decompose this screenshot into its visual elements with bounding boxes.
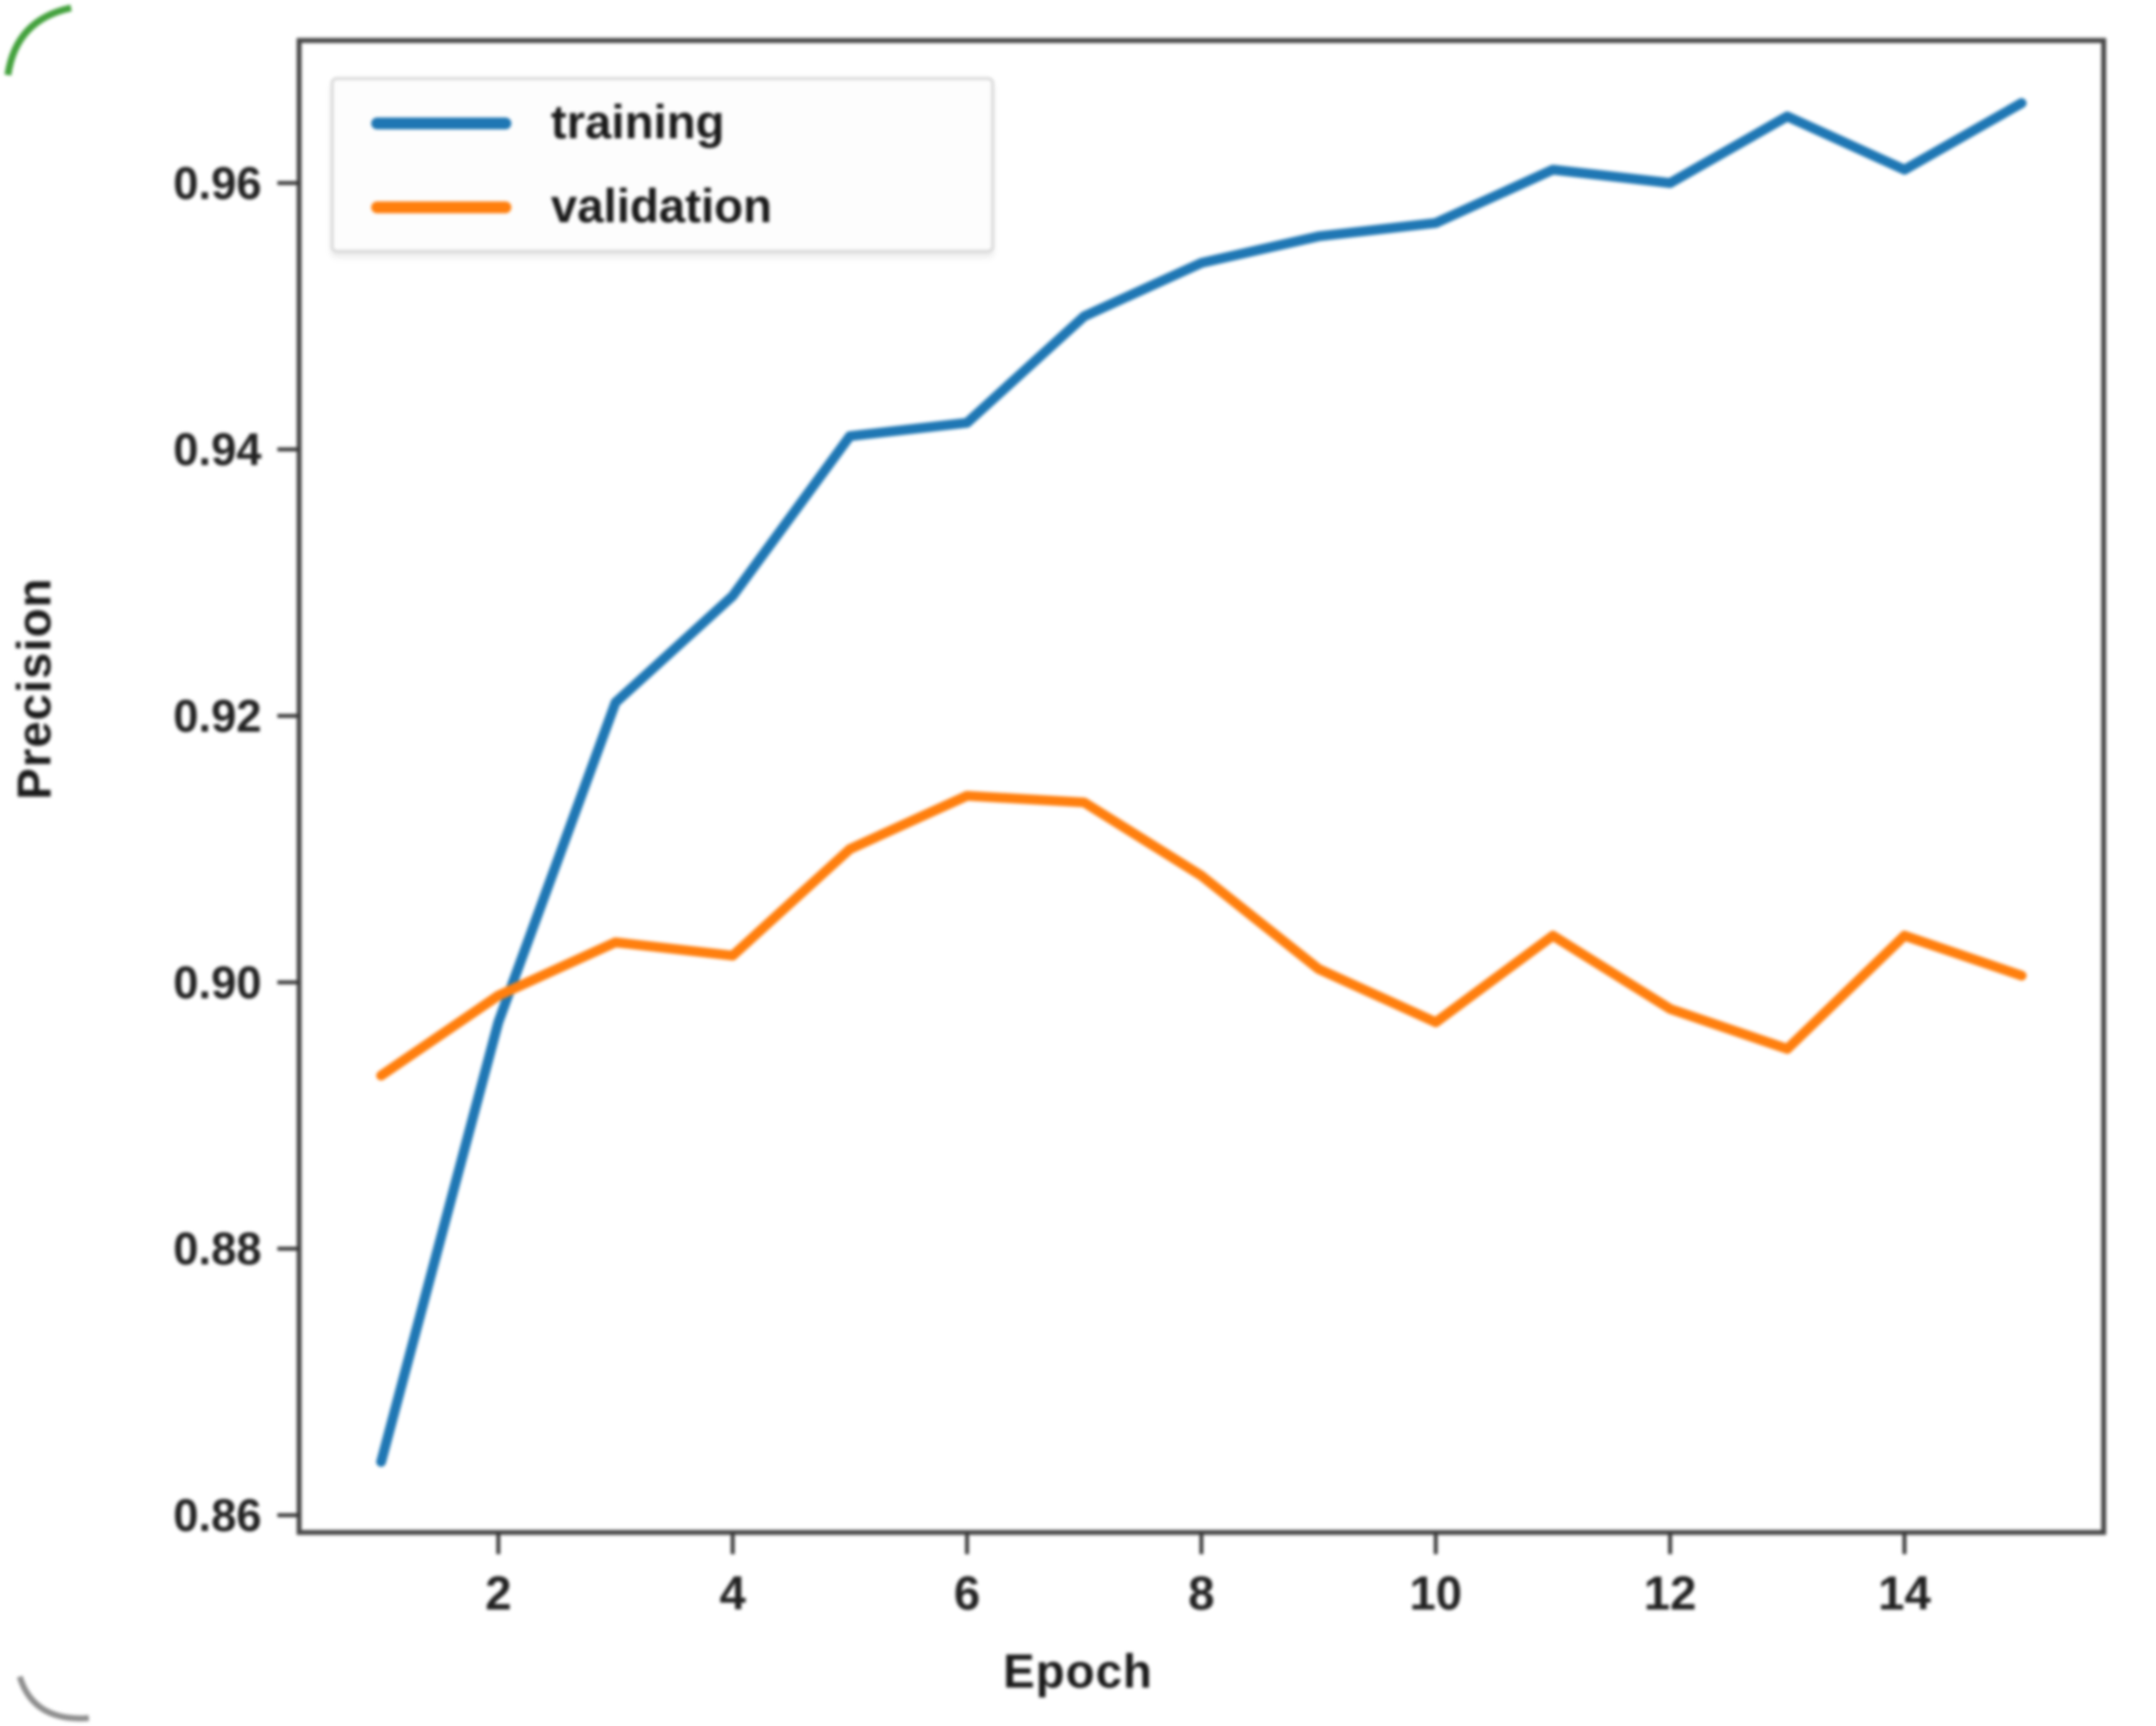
x-tick-label: 2	[485, 1568, 511, 1620]
x-tick-label: 4	[720, 1568, 746, 1620]
legend-item-training: training	[371, 96, 991, 150]
legend: training validation	[331, 77, 994, 253]
validation-line-swatch	[371, 200, 511, 213]
validation-line	[376, 790, 2027, 1081]
x-tick-label: 8	[1189, 1568, 1215, 1620]
training-line-swatch	[371, 117, 511, 129]
corner-artifact-top-left	[4, 4, 72, 76]
y-tick-label: 0.96	[173, 157, 262, 208]
y-tick-label: 0.86	[173, 1489, 262, 1540]
y-tick-label: 0.94	[173, 424, 262, 475]
x-axis-label: Epoch	[1003, 1646, 1153, 1698]
training-line	[376, 98, 2027, 1467]
legend-item-validation: validation	[371, 180, 991, 234]
y-tick-label: 0.90	[173, 957, 262, 1008]
x-tick-label: 6	[954, 1568, 980, 1620]
legend-label-training: training	[551, 97, 725, 149]
legend-label-validation: validation	[551, 181, 773, 233]
y-tick-label: 0.92	[173, 690, 262, 742]
y-axis-label: Precision	[9, 577, 61, 800]
corner-artifact-bottom-left	[17, 1676, 90, 1722]
x-tick-label: 12	[1644, 1568, 1696, 1620]
y-tick-label: 0.88	[173, 1223, 262, 1275]
x-tick-label: 10	[1410, 1568, 1462, 1620]
x-tick-label: 14	[1879, 1568, 1932, 1620]
